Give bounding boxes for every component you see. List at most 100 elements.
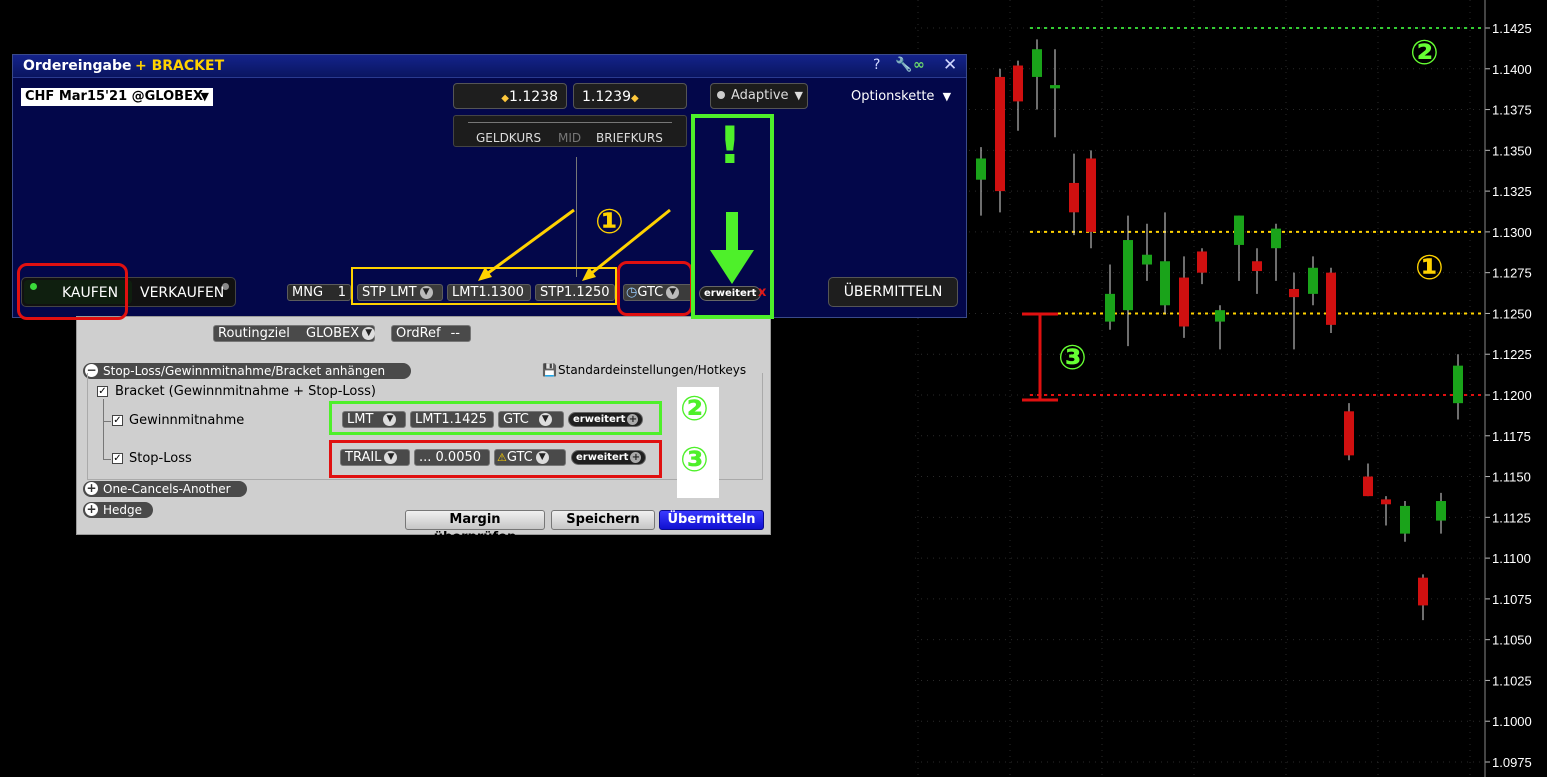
algo-label: Adaptive	[731, 88, 789, 103]
y-tick-label: 1.1225	[1492, 347, 1532, 362]
attach-section-label: Stop-Loss/Gewinnmitnahme/Bracket anhänge…	[103, 364, 386, 378]
attach-section-toggle[interactable]: − Stop-Loss/Gewinnmitnahme/Bracket anhän…	[83, 363, 411, 379]
chevron-down-icon: ▼	[200, 90, 209, 103]
price-pointer-line	[576, 157, 577, 277]
radio-icon	[717, 91, 725, 99]
profit-advanced-button[interactable]: erweitert +	[568, 412, 644, 427]
annotation-down-arrow	[710, 212, 754, 284]
annotation-buy-highlight	[17, 263, 128, 320]
candle-body	[1197, 251, 1207, 273]
quantity-label: MNG	[292, 285, 324, 300]
tif-dropdown[interactable]: ◷GTC ▼	[623, 284, 693, 301]
profit-price-input[interactable]: LMT1.1425	[410, 411, 494, 428]
candle-body	[1142, 254, 1152, 265]
candle-body	[1086, 158, 1096, 232]
bid-price: 1.1238	[509, 89, 558, 105]
hedge-section-toggle[interactable]: + Hedge	[83, 502, 153, 518]
candle-body	[1050, 85, 1060, 89]
close-icon[interactable]: x	[758, 285, 767, 300]
window-title: Ordereingabe	[23, 58, 132, 74]
routing-dropdown[interactable]: Routingziel GLOBEX ▼	[213, 325, 376, 342]
candle-body	[976, 158, 986, 180]
profit-taker-checkbox[interactable]: ✓	[112, 415, 123, 426]
candle-body	[1105, 293, 1115, 322]
trail-amount-value: ... 0.0050	[419, 450, 482, 465]
y-tick-label: 1.1200	[1492, 388, 1532, 403]
trail-amount-input[interactable]: ... 0.0050	[414, 449, 490, 466]
y-tick-label: 1.1000	[1492, 714, 1532, 729]
help-icon[interactable]: ?	[873, 57, 881, 73]
transmit-button[interactable]: Übermitteln	[659, 510, 764, 530]
wrench-icon[interactable]: 🔧	[895, 57, 913, 73]
stop-tif-dropdown[interactable]: ⚠GTC ▼	[494, 449, 566, 466]
chevron-down-icon: ▼	[383, 413, 397, 426]
buy-sell-toggle[interactable]: KAUFEN VERKAUFEN	[21, 277, 236, 307]
window-titlebar: Ordereingabe + BRACKET ? 🔧 ∞ ✕	[13, 55, 966, 78]
y-tick-label: 1.0975	[1492, 755, 1532, 770]
save-button[interactable]: Speichern	[551, 510, 655, 530]
y-tick-label: 1.1175	[1492, 429, 1531, 444]
submit-order-button[interactable]: ÜBERMITTELN	[828, 277, 958, 307]
profit-type-value: LMT	[347, 412, 374, 427]
close-icon[interactable]: ✕	[943, 55, 958, 75]
save-disk-icon[interactable]: 💾	[542, 363, 557, 377]
routing-value: GLOBEX	[306, 326, 360, 341]
hedge-label: Hedge	[103, 503, 143, 517]
check-margin-button[interactable]: Margin überprüfen	[405, 510, 545, 545]
annotation-marker-3: ③	[680, 440, 709, 480]
option-chain-label: Optionskette	[851, 89, 935, 104]
ask-price-box[interactable]: 1.1239◆	[573, 83, 687, 109]
annotation-arrows	[478, 208, 671, 281]
advanced-button[interactable]: erweitert	[699, 286, 762, 301]
y-tick-label: 1.1125	[1492, 510, 1531, 525]
buy-button[interactable]: KAUFEN	[62, 285, 119, 301]
sell-button[interactable]: VERKAUFEN	[140, 285, 225, 301]
contract-dropdown[interactable]: CHF Mar15'21 @GLOBEX ▼	[21, 88, 213, 106]
profit-type-dropdown[interactable]: LMT ▼	[342, 411, 406, 428]
annotation-order-prices-box	[351, 267, 617, 305]
plus-icon: +	[627, 414, 639, 425]
bracket-checkbox[interactable]: ✓	[97, 386, 108, 397]
y-tick-label: 1.1350	[1492, 143, 1532, 158]
profit-tif-value: GTC	[503, 412, 529, 427]
stop-advanced-button[interactable]: erweitert +	[571, 450, 647, 465]
tree-line	[103, 399, 104, 459]
ask-label: BRIEFKURS	[596, 131, 663, 145]
stop-price-input[interactable]: STP1.1250	[535, 284, 615, 301]
y-tick-label: 1.1375	[1492, 103, 1532, 118]
collapse-icon: −	[85, 363, 98, 377]
stop-advanced-label: erweitert	[576, 452, 629, 463]
quantity-value: 1	[337, 285, 346, 300]
bid-price-box[interactable]: ◆1.1238	[453, 83, 567, 109]
chart-marker-1: ①	[1415, 248, 1444, 288]
y-tick-label: 1.1150	[1492, 470, 1531, 485]
orderref-field[interactable]: OrdRef --	[391, 325, 471, 342]
candle-body	[1032, 49, 1042, 77]
limit-price-input[interactable]: LMT1.1300	[447, 284, 531, 301]
order-type-dropdown[interactable]: STP LMT ▼	[357, 284, 443, 301]
plus-icon: +	[630, 452, 642, 463]
link-icon[interactable]: ∞	[913, 57, 925, 73]
candle-body	[1179, 277, 1189, 327]
buy-selected-bg	[24, 280, 132, 304]
stop-type-dropdown[interactable]: TRAIL ▼	[340, 449, 410, 466]
stop-loss-checkbox[interactable]: ✓	[112, 453, 123, 464]
profit-price-value: LMT1.1425	[415, 412, 487, 427]
oca-section-toggle[interactable]: + One-Cancels-Another	[83, 481, 247, 497]
option-chain-menu[interactable]: Optionskette ▼	[851, 89, 951, 104]
y-tick-label: 1.1400	[1492, 62, 1532, 77]
quantity-field[interactable]: MNG 1	[287, 284, 351, 301]
bracket-label: Bracket (Gewinnmitnahme + Stop-Loss)	[115, 384, 377, 399]
trail-distance-bracket	[1022, 312, 1058, 402]
defaults-hotkeys-link[interactable]: Standardeinstellungen/Hotkeys	[558, 363, 747, 377]
chevron-down-icon: ▼	[794, 89, 803, 102]
bid-ask-slider[interactable]: GELDKURS MID BRIEFKURS	[453, 115, 687, 147]
algo-dropdown[interactable]: Adaptive ▼	[710, 83, 808, 109]
stop-tif-value: GTC	[506, 450, 533, 465]
candle-body	[1271, 228, 1281, 249]
orderref-value: --	[450, 326, 460, 341]
annotation-profit-taker-box	[329, 401, 662, 435]
stop-price-value: STP1.1250	[540, 285, 610, 300]
profit-tif-dropdown[interactable]: GTC ▼	[498, 411, 564, 428]
ask-marker-icon: ◆	[631, 93, 639, 104]
